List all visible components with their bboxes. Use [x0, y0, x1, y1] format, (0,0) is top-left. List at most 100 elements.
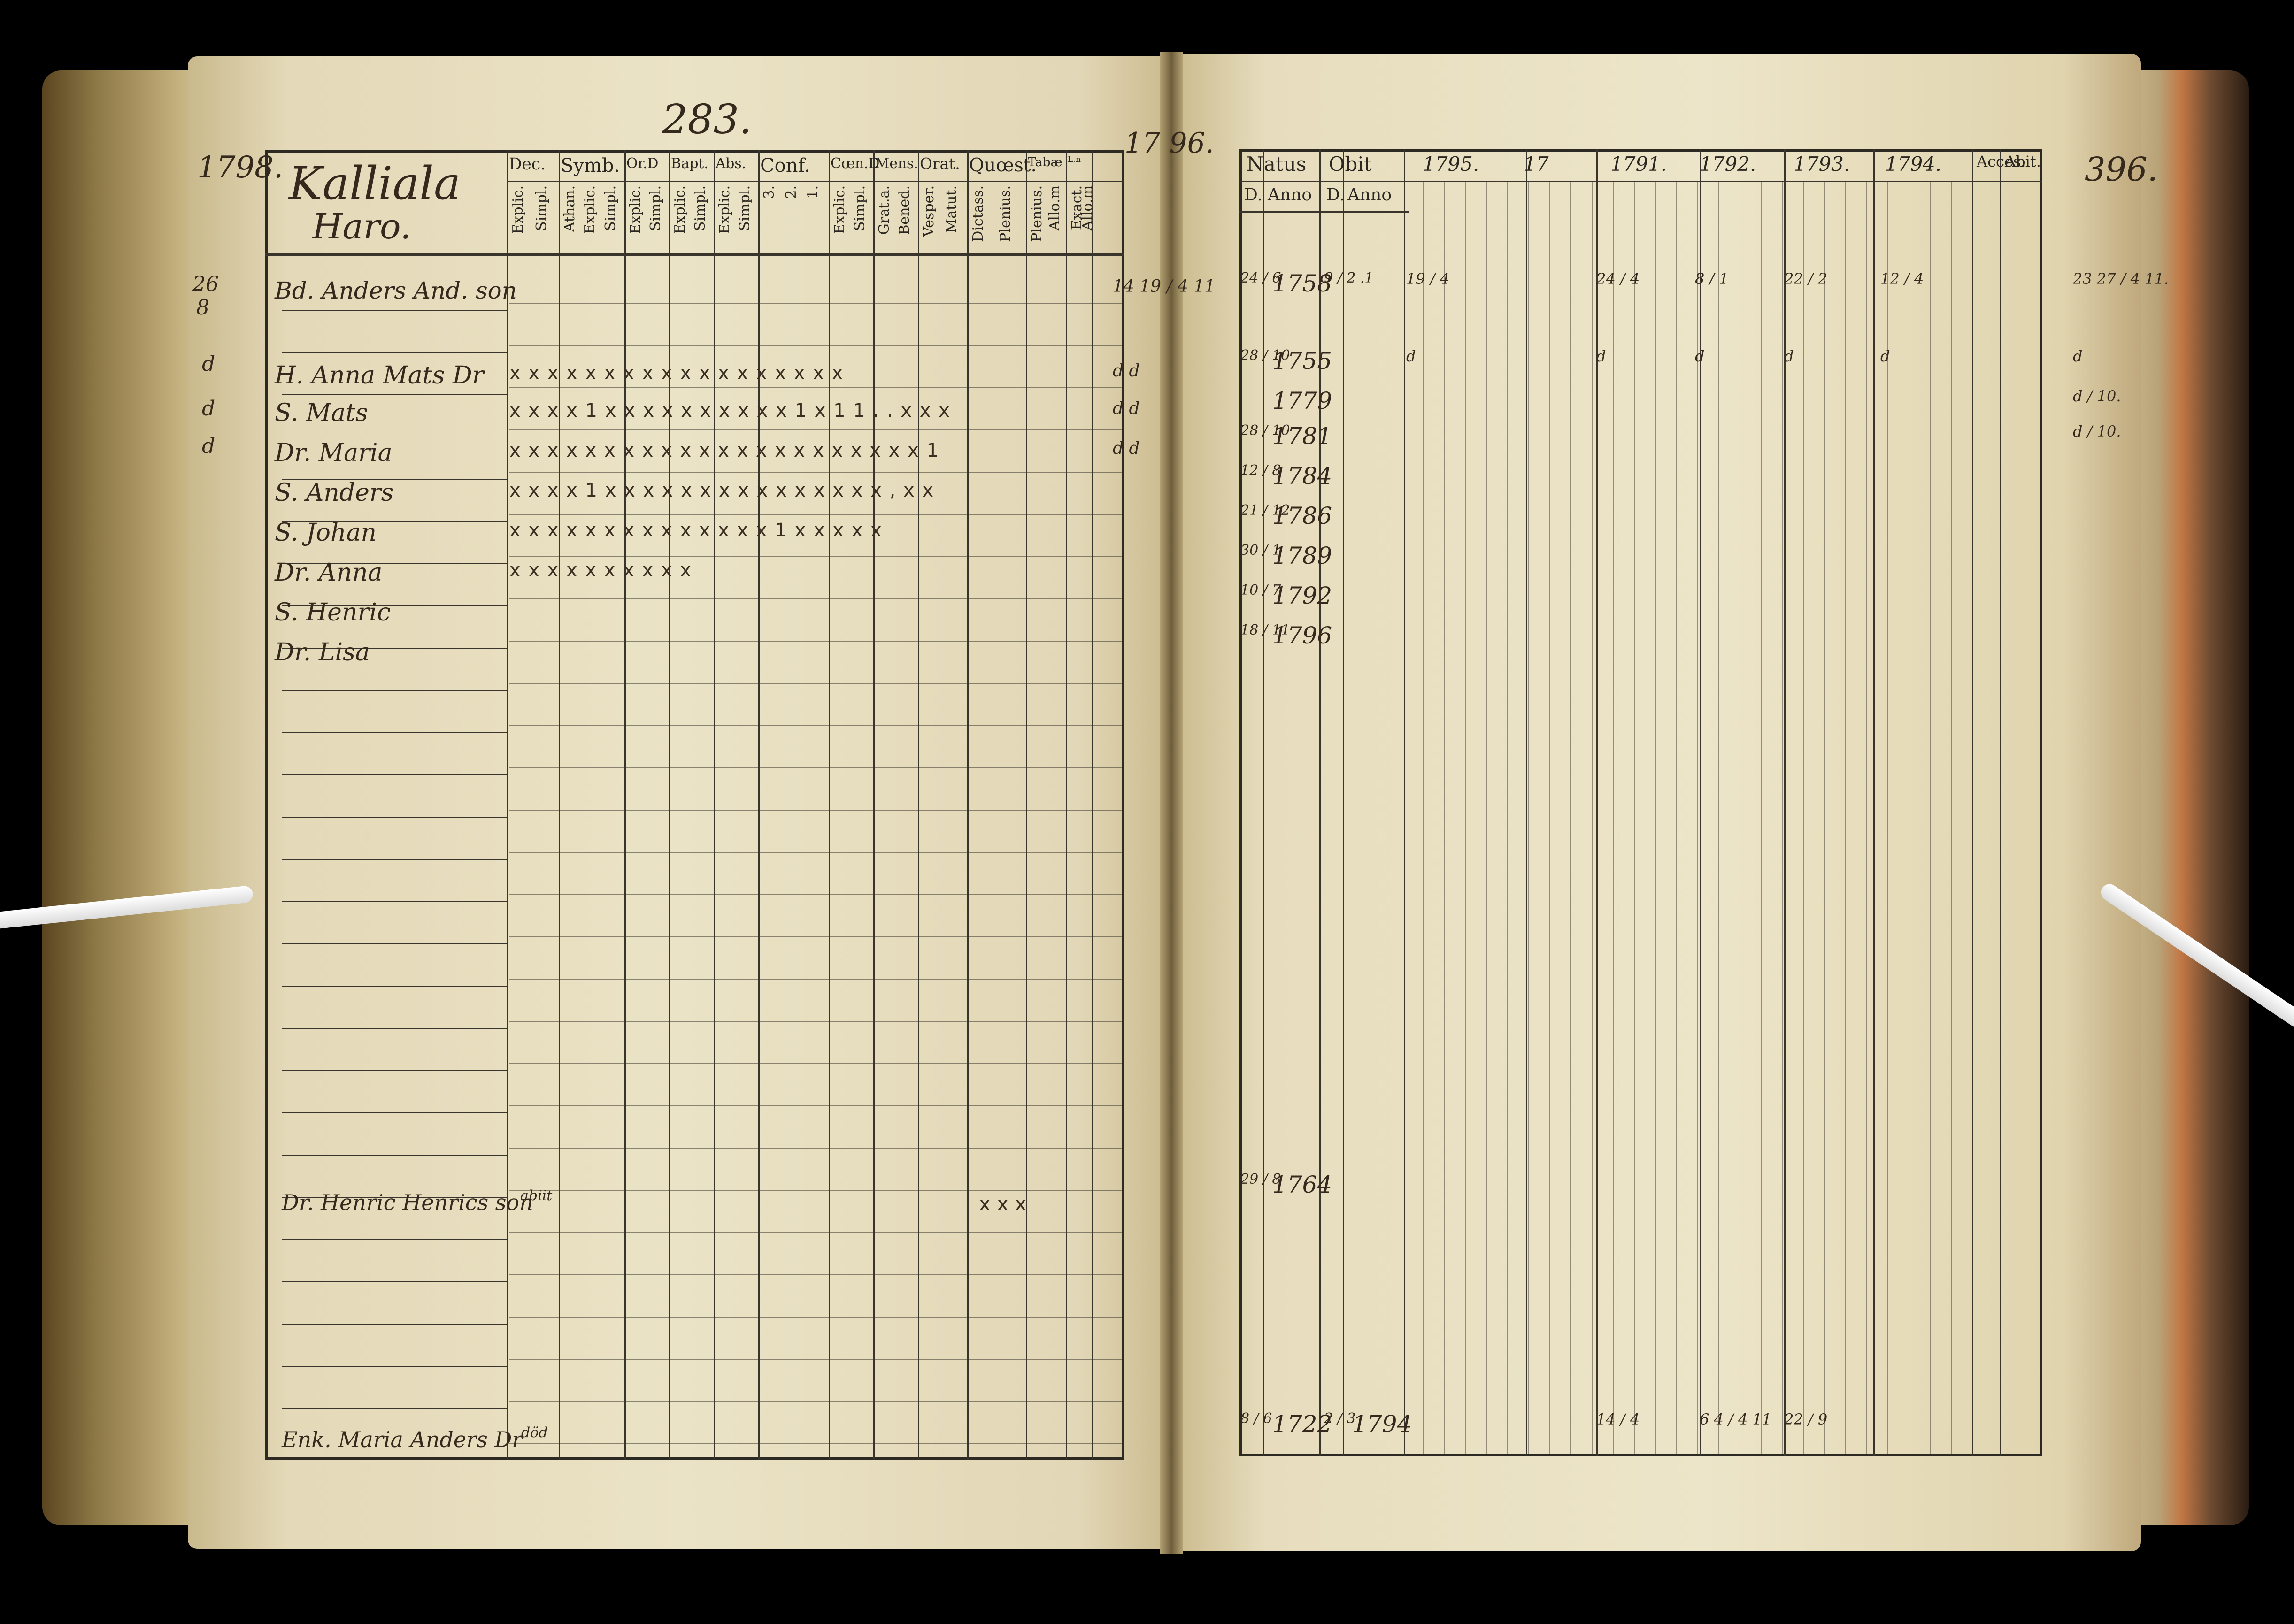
- grid-row-rule: [509, 1105, 1122, 1106]
- right-subcolumn-rule: [1465, 181, 1466, 1455]
- right-cell-acces: 23 27 / 4 11.: [2073, 270, 2169, 288]
- margin-number-top: 26: [192, 272, 219, 296]
- grid-row-rule: [509, 472, 1122, 473]
- right-cell-natus-anno: 1755: [1272, 347, 1332, 375]
- right-cell-natus-anno: 1779: [1272, 387, 1332, 414]
- right-cell-y1795: d: [1406, 347, 1416, 365]
- right-cell-natus-d: 24 / 6: [1240, 270, 1281, 286]
- right-subcolumn-rule: [1930, 181, 1931, 1455]
- left-column-subhead: Vesper.: [921, 185, 937, 237]
- right-cell-natus-anno: 1784: [1272, 462, 1332, 490]
- margin-mark-2: d: [202, 397, 216, 421]
- right-subcolumn-rule: [1613, 181, 1614, 1455]
- right-subhead: Anno: [1347, 185, 1392, 205]
- name-row-rule: [282, 1112, 507, 1113]
- grid-row-rule: [509, 1401, 1122, 1402]
- left-column-rule: [967, 150, 969, 1460]
- left-column-rule: [918, 150, 919, 1460]
- person-right-margin: 14 19 / 4 11: [1113, 277, 1216, 296]
- right-column-rule: [1596, 149, 1598, 1456]
- grid-row-rule: [509, 725, 1122, 726]
- grid-row-rule: [509, 852, 1122, 853]
- person-name: S. Johan: [275, 519, 377, 547]
- person-catechism-marks: x x x x 1 x x x x x x x x x x x x x x x …: [509, 480, 934, 501]
- right-cell-natus-d: 21 / 12: [1240, 502, 1290, 519]
- right-subcolumn-rule: [1803, 181, 1804, 1455]
- farm-name: Haro.: [312, 207, 411, 247]
- left-column-subhead: Dictass.: [970, 185, 986, 242]
- left-column-subhead: Explic.: [716, 185, 733, 234]
- right-cell-natus-anno: 1796: [1272, 622, 1332, 649]
- right-lower-cell-y1793: 22 / 9: [1784, 1410, 1828, 1428]
- right-subcolumn-rule: [1761, 181, 1762, 1455]
- right-subcolumn-rule: [1444, 181, 1445, 1455]
- right-column-rule: [1873, 149, 1875, 1456]
- name-row-rule: [282, 986, 507, 987]
- book-fore-edge-left: [42, 70, 211, 1525]
- left-column-rule: [1092, 150, 1093, 1460]
- page-right-number: 396.: [2085, 150, 2158, 189]
- person-name: Dr. Lisa: [275, 638, 370, 666]
- right-column-head: Natus: [1247, 153, 1307, 176]
- grid-row-rule: [509, 556, 1122, 557]
- lower-entry-marks-1: x x x: [979, 1192, 1027, 1215]
- left-column-head: Cœn.D: [831, 155, 880, 171]
- village-title: Kalliala: [289, 157, 461, 210]
- right-subcolumn-rule: [1824, 181, 1825, 1455]
- grid-row-rule: [509, 810, 1122, 811]
- right-subcolumn-rule: [1507, 181, 1508, 1455]
- right-subcolumn-rule: [1866, 181, 1867, 1455]
- header-bottom-rule: [265, 253, 1124, 256]
- left-column-subhead: Simpl.: [602, 185, 619, 231]
- right-cell-acces: d: [2073, 347, 2083, 365]
- right-cell-acces: d / 10.: [2073, 387, 2121, 405]
- grid-row-rule: [509, 598, 1122, 599]
- name-row-rule: [282, 1070, 507, 1071]
- name-row-rule: [282, 1239, 507, 1240]
- right-column-rule: [1343, 149, 1344, 1456]
- left-column-rule: [714, 150, 715, 1460]
- right-column-head: 1792.: [1700, 153, 1756, 176]
- grid-row-rule: [509, 936, 1122, 937]
- right-column-rule: [1700, 149, 1701, 1456]
- grid-row-rule: [509, 767, 1122, 768]
- person-catechism-marks: x x x x x x x x x x x x x x x x x x: [509, 362, 844, 384]
- name-row-rule: [282, 648, 507, 649]
- person-name: H. Anna Mats Dr: [275, 361, 484, 390]
- left-column-subhead: Explic.: [831, 185, 848, 234]
- name-row-rule: [282, 732, 507, 733]
- left-column-rule: [624, 150, 626, 1460]
- lower-entry-note-1: abiit: [520, 1187, 553, 1204]
- left-column-head: Or.D: [626, 155, 659, 171]
- right-subcolumn-rule: [1718, 181, 1719, 1455]
- left-column-rule: [873, 150, 875, 1460]
- left-column-head: Quœst.: [969, 155, 1037, 176]
- grid-row-rule: [509, 387, 1122, 388]
- person-name: Dr. Anna: [275, 559, 383, 587]
- grid-row-rule: [509, 1317, 1122, 1318]
- left-column-subhead: Simpl.: [533, 185, 550, 231]
- right-cell-natus-anno: 1789: [1272, 542, 1332, 569]
- left-column-subhead: Plenius.: [1029, 185, 1045, 242]
- grid-row-rule: [509, 894, 1122, 895]
- right-subhead: Anno: [1268, 185, 1312, 205]
- margin-mark-1: d: [202, 352, 216, 376]
- left-column-subhead: Simpl.: [851, 185, 868, 231]
- right-column-head: Abit.: [2005, 153, 2041, 170]
- left-column-rule: [829, 150, 830, 1460]
- right-cell-natus-d: 28 / 10: [1240, 422, 1290, 439]
- grid-row-rule: [509, 1190, 1122, 1191]
- left-column-head: Bapt.: [671, 155, 708, 171]
- right-column-rule: [1319, 149, 1321, 1456]
- right-subcolumn-rule: [1845, 181, 1846, 1455]
- right-cell-y1791: 24 / 4: [1596, 270, 1640, 288]
- right-column-rule: [2000, 149, 2001, 1456]
- header-rule: [507, 181, 1124, 182]
- grid-row-rule: [509, 1063, 1122, 1064]
- right-cell-y1791: d: [1596, 347, 1606, 365]
- right-column-rule: [1404, 149, 1405, 1456]
- right-cell-y1795: 19 / 4: [1406, 270, 1450, 288]
- right-cell-natus-d: 30 / 1: [1240, 542, 1281, 559]
- right-subcolumn-rule: [1486, 181, 1487, 1455]
